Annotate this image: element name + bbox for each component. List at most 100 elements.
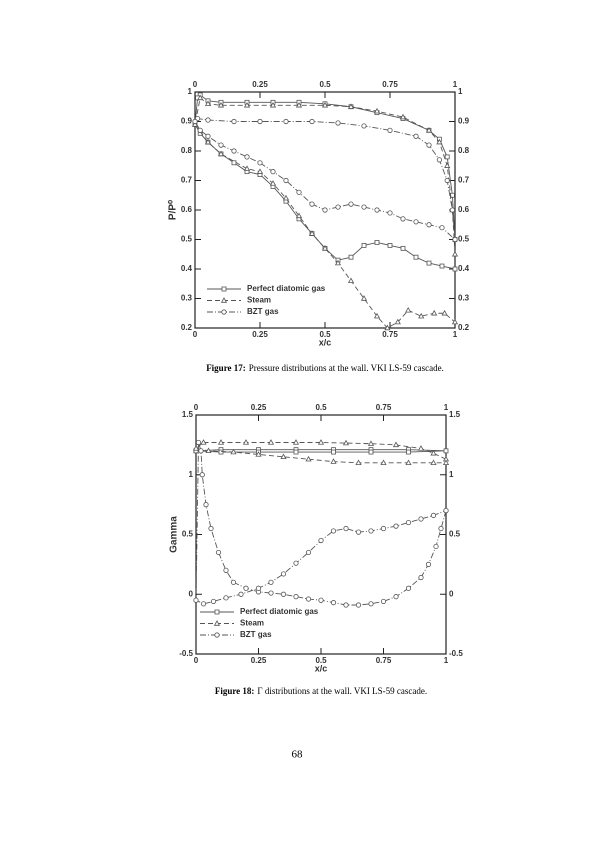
y-tick-label: 0.5 [181, 235, 193, 244]
marker [231, 118, 237, 125]
x-tick-label: 1 [453, 80, 458, 89]
x-tick-label: 0.5 [315, 656, 327, 665]
marker [387, 242, 393, 248]
x-axis-label: x/c [319, 337, 332, 347]
marker [214, 632, 220, 638]
marker [368, 449, 374, 455]
y-tick-label: 1.5 [449, 410, 461, 419]
marker [374, 240, 380, 245]
marker [230, 579, 237, 585]
marker [268, 590, 274, 596]
marker [293, 560, 299, 566]
marker [373, 107, 381, 114]
marker [218, 449, 224, 455]
x-tick-label: 0.75 [376, 656, 392, 665]
marker [400, 245, 406, 251]
marker [321, 245, 329, 251]
marker [330, 528, 337, 534]
marker [405, 459, 412, 466]
marker [256, 168, 264, 174]
y-axis-label: Gamma [169, 516, 180, 553]
marker [317, 439, 325, 445]
y-tick-label: 0.9 [458, 117, 470, 126]
page-number: 68 [292, 749, 304, 761]
marker [348, 201, 354, 207]
marker [231, 148, 237, 154]
marker [295, 212, 303, 219]
marker [214, 609, 220, 615]
marker [217, 101, 225, 108]
marker [223, 595, 229, 601]
y-tick-label: 0.3 [458, 294, 470, 303]
marker [221, 309, 227, 315]
marker [270, 169, 276, 175]
x-tick-label: 1 [444, 656, 449, 665]
marker [192, 118, 198, 125]
marker [283, 118, 289, 125]
y-tick-label: 1 [188, 87, 193, 96]
marker [243, 585, 249, 591]
marker [305, 455, 312, 462]
marker [282, 194, 290, 201]
marker [244, 154, 250, 160]
marker [280, 591, 287, 597]
marker [331, 449, 336, 455]
marker [342, 439, 350, 446]
y-tick-label: 0.8 [458, 146, 470, 155]
x-tick-label: 0 [193, 330, 198, 339]
y-tick-label: 0.6 [181, 205, 193, 214]
y-tick-label: 0.2 [458, 323, 470, 332]
marker [305, 549, 312, 556]
marker [393, 523, 399, 529]
marker [221, 286, 227, 292]
marker [193, 597, 199, 603]
marker [384, 324, 391, 331]
marker [368, 601, 374, 607]
marker [360, 295, 368, 301]
marker [452, 266, 458, 272]
marker [267, 439, 275, 445]
marker [361, 242, 367, 248]
marker [380, 459, 387, 466]
y-tick-label: 1 [189, 470, 194, 479]
marker [269, 101, 277, 108]
figure-caption: Figure 17: Pressure distributions at the … [206, 363, 444, 373]
x-tick-label: 1 [453, 330, 458, 339]
marker [426, 260, 432, 266]
marker [426, 222, 432, 228]
marker [426, 142, 432, 148]
y-tick-label: 1 [458, 87, 463, 96]
marker [430, 459, 437, 466]
marker [230, 448, 237, 455]
marker [436, 157, 442, 163]
marker [208, 525, 214, 532]
marker [406, 449, 411, 455]
x-tick-label: 0.5 [319, 80, 331, 89]
marker [374, 207, 380, 213]
marker [309, 118, 315, 125]
marker [257, 118, 263, 125]
marker [197, 94, 204, 101]
marker [380, 598, 387, 605]
marker [205, 447, 212, 454]
marker [355, 459, 362, 466]
marker [280, 571, 287, 577]
legend-label: BZT gas [247, 307, 279, 316]
marker [418, 312, 425, 319]
marker [444, 154, 450, 160]
marker [215, 549, 222, 556]
marker [444, 162, 451, 168]
marker [238, 591, 244, 597]
caption-text: Pressure distributions at the wall. VKI … [249, 363, 444, 373]
marker [399, 113, 407, 120]
x-tick-label: 1 [444, 403, 449, 412]
y-tick-label: 0.6 [458, 205, 470, 214]
marker [449, 207, 455, 213]
marker [438, 525, 444, 532]
legend-label: Steam [247, 296, 271, 305]
marker [257, 160, 263, 166]
x-tick-label: 0.25 [252, 80, 268, 89]
marker [343, 602, 349, 608]
marker [343, 525, 349, 532]
